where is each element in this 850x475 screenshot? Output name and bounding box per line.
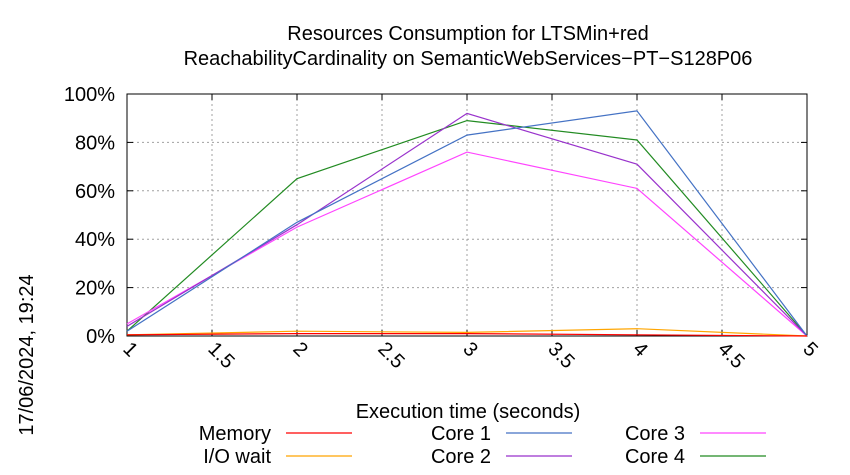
series-line-core-1 (126, 110, 808, 337)
legend-label-i-o-wait: I/O wait (203, 446, 271, 468)
legend-label-core-3: Core 3 (625, 423, 685, 445)
y-tick-label: 80% (75, 132, 115, 154)
grid-lines (127, 94, 807, 336)
x-tick-label: 1.5 (203, 338, 238, 373)
x-tick-label: 3 (458, 338, 481, 361)
x-axis-label: Execution time (seconds) (356, 401, 581, 423)
y-tick-label: 60% (75, 181, 115, 203)
x-tick-label: 2.5 (373, 338, 408, 373)
x-tick-label: 1 (118, 338, 141, 361)
series-line-i-o-wait (126, 328, 808, 337)
x-tick-label: 3.5 (543, 338, 578, 373)
legend-label-core-2: Core 2 (431, 446, 491, 468)
x-axis: 1 1.5 2 2.5 3 3.5 4 4.5 5 (118, 94, 822, 373)
series-line-core-3 (126, 151, 808, 337)
timestamp: 17/06/2024, 19:24 (16, 274, 38, 435)
chart-title: Resources Consumption for LTSMin+red (287, 23, 648, 45)
x-tick-label: 4 (628, 338, 651, 361)
legend-label-core-4: Core 4 (625, 446, 685, 468)
series-lines (126, 110, 808, 337)
x-tick-label: 2 (288, 338, 311, 361)
x-tick-label: 5 (798, 338, 821, 361)
y-tick-label: 100% (64, 84, 115, 106)
series-line-memory (126, 333, 808, 337)
legend-label-memory: Memory (199, 423, 271, 445)
series-line-core-4 (126, 119, 808, 337)
legend-label-core-1: Core 1 (431, 423, 491, 445)
chart-subtitle: ReachabilityCardinality on SemanticWebSe… (184, 48, 753, 70)
y-axis: 0% 20% 40% 60% 80% 100% (64, 84, 807, 348)
x-tick-label: 4.5 (713, 338, 748, 373)
y-tick-label: 40% (75, 229, 115, 251)
y-tick-label: 20% (75, 278, 115, 300)
y-tick-label: 0% (86, 326, 115, 348)
